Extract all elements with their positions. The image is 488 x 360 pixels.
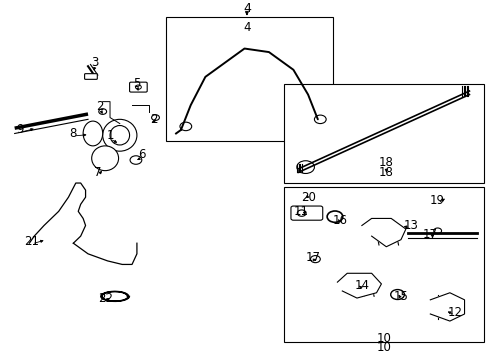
Text: 19: 19 (429, 194, 444, 207)
Text: 15: 15 (393, 290, 407, 303)
Bar (166, 17, 332, 140)
Polygon shape (429, 293, 464, 321)
Text: 1: 1 (106, 129, 114, 142)
Text: 4: 4 (243, 21, 250, 34)
Text: 16: 16 (332, 214, 346, 227)
Text: 7: 7 (94, 166, 102, 179)
Text: 18: 18 (378, 156, 393, 169)
FancyBboxPatch shape (290, 206, 322, 220)
Text: 13: 13 (403, 219, 417, 232)
Text: 17: 17 (305, 251, 320, 264)
Text: 6: 6 (138, 148, 145, 161)
Bar (283, 186, 483, 342)
Text: 9: 9 (16, 123, 23, 136)
Text: 14: 14 (354, 279, 368, 292)
Text: 10: 10 (376, 341, 390, 354)
FancyBboxPatch shape (129, 82, 147, 92)
Ellipse shape (83, 121, 102, 146)
Text: 11: 11 (293, 205, 307, 218)
Text: 3: 3 (91, 56, 99, 69)
Ellipse shape (102, 119, 137, 151)
Ellipse shape (110, 126, 129, 145)
Text: 10: 10 (376, 332, 390, 345)
Text: 2: 2 (150, 113, 158, 126)
Text: 8: 8 (69, 127, 77, 140)
Text: 17: 17 (422, 228, 437, 241)
Text: 20: 20 (300, 191, 315, 204)
Text: 12: 12 (447, 306, 461, 319)
Text: 22: 22 (98, 292, 112, 305)
Polygon shape (361, 219, 405, 247)
Polygon shape (337, 273, 381, 298)
Text: 4: 4 (243, 2, 250, 15)
Text: 21: 21 (24, 235, 39, 248)
Text: 5: 5 (133, 77, 141, 90)
FancyBboxPatch shape (84, 74, 97, 79)
Ellipse shape (92, 146, 118, 171)
Text: 18: 18 (378, 166, 393, 179)
Text: 2: 2 (96, 100, 104, 113)
Bar (283, 84, 483, 183)
